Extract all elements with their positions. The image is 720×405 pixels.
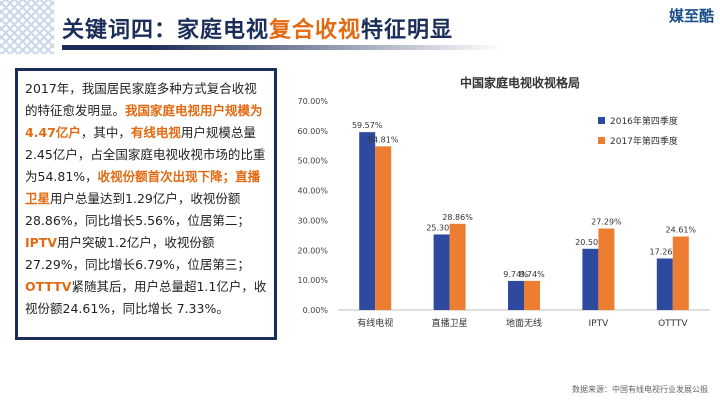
data-label: 27.29% xyxy=(591,218,622,227)
data-label: 54.81% xyxy=(368,135,399,144)
data-label: 20.50% xyxy=(575,238,606,247)
bar xyxy=(582,248,599,310)
y-tick-label: 60.00% xyxy=(297,127,328,136)
source-note: 数据来源：中国有线电视行业发展公报 xyxy=(572,385,708,394)
summary-text: 用户规模总量2.45亿户，占全国家庭电视收视市场的比重为54.81%， xyxy=(25,125,266,184)
data-label: 25.30% xyxy=(426,223,457,232)
data-label: 24.61% xyxy=(666,226,697,235)
title-prefix: 关键词四：家庭电视 xyxy=(62,18,270,43)
summary-textbox: 2017年，我国居民家庭多种方式复合收视的特征愈发明显。我国家庭电视用户规模为4… xyxy=(15,68,277,340)
bar xyxy=(508,280,524,310)
bar xyxy=(449,223,466,310)
y-tick-label: 30.00% xyxy=(297,216,328,225)
summary-highlight: IPTV xyxy=(25,235,58,250)
x-tick-label: 有线电视 xyxy=(357,317,393,329)
page-title: 关键词四：家庭电视复合收视特征明显 xyxy=(62,12,453,44)
y-tick-label: 50.00% xyxy=(297,157,328,166)
bar xyxy=(656,258,673,310)
summary-highlight: 我国家庭电视用户规模为4.47亿户 xyxy=(25,103,263,140)
summary-text: 2017年，我国居民家庭多种方式复合收视的特征愈发明显。 xyxy=(25,81,257,118)
y-tick-label: 20.00% xyxy=(297,246,328,255)
summary-highlight: 收视份额首次出现下降；直播卫星 xyxy=(25,169,261,206)
y-tick-label: 40.00% xyxy=(297,187,328,196)
bar xyxy=(672,236,689,310)
data-label: 17.26% xyxy=(650,247,681,256)
legend-label: 2016年第四季度 xyxy=(610,115,678,127)
bar xyxy=(359,132,376,310)
summary-highlight: OTTTV xyxy=(25,279,72,294)
legend-label: 2017年第四季度 xyxy=(610,135,678,147)
y-tick-label: 0.00% xyxy=(303,306,329,315)
summary-text: 用户总量达到1.29亿户，收视份额28.86%，同比增长5.56%，位居第二； xyxy=(25,191,250,228)
x-tick-label: 直播卫星 xyxy=(432,317,468,329)
y-tick-label: 70.00% xyxy=(297,97,328,106)
summary-text: 用户突破1.2亿户，收视份额27.29%，同比增长6.79%，位居第三； xyxy=(25,235,250,272)
legend-swatch xyxy=(598,137,605,144)
summary-text: 紧随其后，用户总量超1.1亿户，收视份额24.61%，同比增长 7.33%。 xyxy=(25,279,267,316)
summary-highlight: 有线电视 xyxy=(130,125,181,140)
brand-logo: 媒至酷 xyxy=(668,7,714,25)
data-label: 9.74% xyxy=(519,270,545,279)
x-tick-label: 地面无线 xyxy=(506,317,542,329)
bar xyxy=(598,228,615,310)
summary-text: ，其中， xyxy=(80,125,131,140)
title-highlight: 复合收视 xyxy=(269,18,362,43)
header: 关键词四：家庭电视复合收视特征明显 媒至酷 xyxy=(0,0,720,60)
data-label: 28.86% xyxy=(442,213,473,222)
bar xyxy=(524,280,540,310)
corner-pattern xyxy=(0,0,54,54)
legend-swatch xyxy=(598,117,605,124)
data-label: 9.74% xyxy=(503,270,529,279)
chart-title: 中国家庭电视收视格局 xyxy=(460,75,580,90)
title-underline xyxy=(62,45,502,50)
x-tick-label: OTTTV xyxy=(658,319,688,329)
y-tick-label: 10.00% xyxy=(297,276,328,285)
bar xyxy=(433,234,450,310)
title-suffix: 特征明显 xyxy=(361,18,454,43)
bar xyxy=(375,146,392,310)
data-label: 59.57% xyxy=(352,121,383,130)
x-tick-label: IPTV xyxy=(589,319,610,329)
